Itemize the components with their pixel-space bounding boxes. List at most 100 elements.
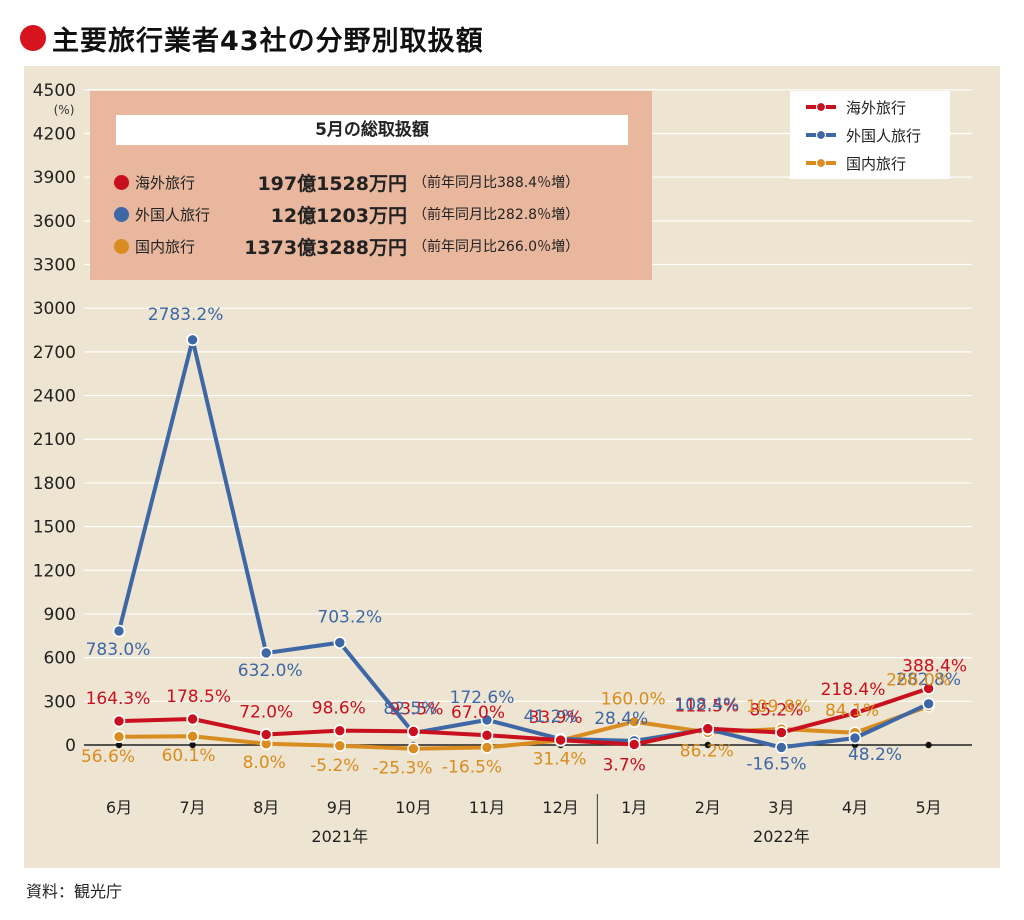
data-point	[186, 712, 199, 726]
y-tick-label: 1500	[33, 518, 76, 538]
series-line	[117, 337, 930, 750]
data-point	[333, 636, 347, 649]
year-label: 2022年	[753, 827, 810, 846]
y-tick-label: 1200	[33, 561, 76, 581]
y-tick-label: 900	[44, 605, 76, 625]
data-point	[922, 682, 935, 695]
overseas-dot-icon	[114, 174, 129, 190]
legend-line-marker-icon	[806, 157, 836, 169]
data-label: 67.0%	[451, 703, 505, 723]
data-label: 108.4%	[674, 695, 739, 715]
data-label: -16.5%	[746, 754, 806, 774]
data-point	[407, 742, 420, 755]
legend-line-marker-icon	[806, 129, 836, 141]
summary-value: 197億1528万円	[257, 172, 407, 195]
legend-label: 海外旅行	[846, 98, 907, 117]
summary-value: 12億1203万円	[270, 204, 407, 227]
y-tick-label: 3600	[33, 212, 76, 232]
chart-legend: 海外旅行 外国人旅行 国内旅行	[790, 91, 950, 179]
summary-note: （前年同月比282.8％増）	[413, 207, 580, 223]
data-point	[848, 706, 862, 720]
y-tick-label: 2100	[33, 430, 76, 450]
x-tick-label: 11月	[469, 798, 505, 817]
data-label: 2783.2%	[148, 305, 224, 325]
data-point	[480, 713, 494, 727]
data-label: 85.2%	[749, 701, 803, 721]
x-tick-label: 4月	[842, 798, 868, 817]
x-tick-label: 3月	[768, 798, 794, 817]
inbound-dot-icon	[114, 206, 129, 222]
data-point	[112, 714, 126, 728]
legend-label: 国内旅行	[846, 154, 907, 173]
data-label: 82.5%	[383, 699, 437, 719]
legend-line-marker-icon	[806, 101, 836, 113]
data-label: 218.4%	[821, 680, 886, 700]
data-label: 164.3%	[86, 689, 151, 709]
data-point	[186, 729, 199, 743]
y-tick-label: 2400	[33, 387, 76, 407]
legend-item-inbound: 外国人旅行	[804, 123, 921, 147]
data-point	[554, 733, 567, 747]
data-point	[922, 697, 935, 711]
data-point	[333, 724, 347, 737]
data-point	[259, 728, 273, 741]
y-tick-label: 3300	[33, 256, 76, 276]
data-label: 8.0%	[243, 753, 286, 773]
summary-row-inbound: 外国人旅行 12億1203万円 （前年同月比282.8％増）	[114, 199, 579, 229]
y-tick-label: 4200	[33, 124, 76, 144]
y-tick-label: 1800	[33, 474, 76, 494]
data-label: 266.0%	[886, 670, 951, 690]
summary-note: （前年同月比388.4％増）	[413, 175, 580, 191]
summary-label: 外国人旅行	[135, 205, 211, 224]
data-label: -25.3%	[372, 759, 432, 779]
data-label: 3.7%	[603, 755, 646, 775]
x-tick-label: 12月	[542, 798, 578, 817]
data-label: -5.2%	[310, 756, 359, 776]
year-label: 2021年	[311, 827, 368, 846]
summary-row-overseas: 海外旅行 197億1528万円 （前年同月比388.4％増）	[114, 167, 579, 197]
y-tick-label: 3900	[33, 168, 76, 188]
x-tick-label: 10月	[395, 798, 431, 817]
data-label: 388.4%	[902, 656, 967, 676]
may-summary-box: 5月の総取扱額 海外旅行 197億1528万円 （前年同月比388.4％増） 外…	[90, 91, 652, 280]
data-label: 160.0%	[601, 690, 666, 710]
x-tick-label: 8月	[253, 798, 279, 817]
y-tick-label: 600	[44, 649, 76, 669]
data-point	[775, 726, 788, 739]
data-label: 703.2%	[317, 608, 382, 628]
data-label: 93.5%	[389, 699, 443, 719]
x-tick-label: 7月	[180, 798, 206, 817]
data-label: 84.1%	[825, 701, 879, 721]
data-label: 48.2%	[848, 745, 902, 765]
data-label: 178.5%	[166, 687, 231, 707]
y-tick-label: 300	[44, 692, 76, 712]
summary-label: 海外旅行	[135, 173, 196, 192]
chart-title-block: 主要旅行業者43社の分野別取扱額	[20, 18, 484, 58]
data-label: 41.2%	[524, 707, 578, 727]
domestic-dot-icon	[114, 238, 129, 254]
data-label: 33.9%	[529, 708, 583, 728]
data-point	[333, 739, 347, 753]
data-label: 56.6%	[81, 747, 135, 767]
data-point	[848, 731, 862, 745]
data-label: 28.4%	[594, 709, 648, 729]
data-point	[407, 725, 420, 738]
data-label: 282.8%	[896, 670, 961, 690]
y-tick-label: 0	[65, 736, 76, 756]
y-tick-label: 4500	[33, 81, 76, 101]
data-point	[186, 333, 199, 347]
summary-row-domestic: 国内旅行 1373億3288万円 （前年同月比266.0％増）	[114, 231, 579, 261]
x-tick-label: 5月	[916, 798, 942, 817]
legend-label: 外国人旅行	[846, 126, 922, 145]
x-tick-label: 1月	[621, 798, 647, 817]
x-tick-label: 6月	[106, 798, 132, 817]
data-point	[480, 741, 494, 754]
data-point	[112, 730, 126, 744]
y-tick-label: 2700	[33, 343, 76, 363]
y-axis-unit-label: (%)	[54, 103, 75, 117]
y-tick-label: 3000	[33, 299, 76, 319]
summary-label: 国内旅行	[135, 237, 196, 256]
baseline-tick-dot	[189, 741, 196, 749]
data-point	[259, 646, 273, 660]
data-label: 60.1%	[162, 746, 216, 766]
